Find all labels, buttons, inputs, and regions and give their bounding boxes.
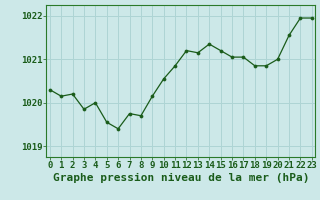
X-axis label: Graphe pression niveau de la mer (hPa): Graphe pression niveau de la mer (hPa)	[52, 173, 309, 183]
